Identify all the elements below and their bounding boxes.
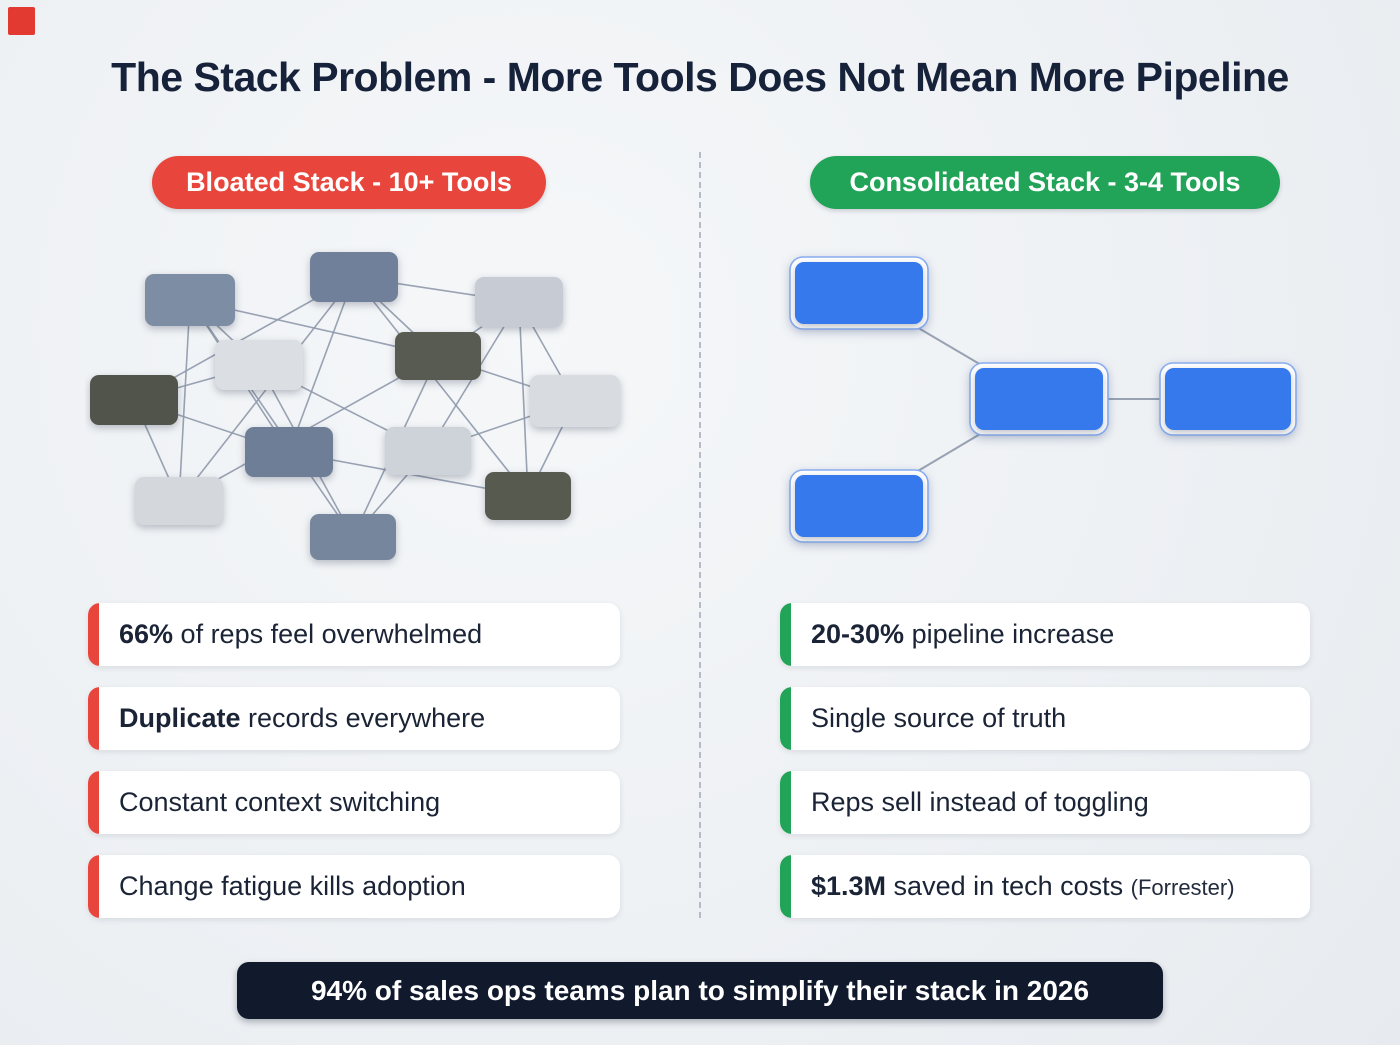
red-accent-bar [88,855,99,918]
stat-card-change-fatigue: Change fatigue kills adoption [88,855,620,918]
green-accent-bar [780,687,791,750]
stat-text: $1.3M saved in tech costs (Forrester) [811,871,1235,901]
stat-text: Single source of truth [811,703,1067,733]
stat-text: Duplicate records everywhere [119,703,486,733]
stat-text: 20-30% pipeline increase [811,619,1115,649]
red-accent-bar [88,687,99,750]
stat-text: 66% of reps feel overwhelmed [119,619,483,649]
bloated-network-diagram [90,252,620,560]
stat-card-context-switching: Constant context switching [88,771,620,834]
stat-text: Constant context switching [119,787,441,817]
page-title: The Stack Problem - More Tools Does Not … [111,54,1289,100]
footer-banner: 94% of sales ops teams plan to simplify … [237,962,1163,1019]
stat-card-tech-savings: $1.3M saved in tech costs (Forrester) [780,855,1310,918]
green-accent-bar [780,603,791,666]
stat-card-overwhelmed: 66% of reps feel overwhelmed [88,603,620,666]
red-accent-bar [88,603,99,666]
consolidated-network-diagram [789,256,1297,543]
red-accent-bar [88,771,99,834]
corner-marker [8,7,35,35]
stat-card-single-source: Single source of truth [780,687,1310,750]
green-accent-bar [780,771,791,834]
stat-card-duplicates: Duplicate records everywhere [88,687,620,750]
consolidated-stack-badge: Consolidated Stack - 3-4 Tools [810,156,1280,209]
green-accent-bar [780,855,791,918]
stat-text: Reps sell instead of toggling [811,787,1149,817]
stat-card-pipeline-increase: 20-30% pipeline increase [780,603,1310,666]
bloated-stack-badge: Bloated Stack - 10+ Tools [152,156,546,209]
stat-card-reps-sell: Reps sell instead of toggling [780,771,1310,834]
stat-text: Change fatigue kills adoption [119,871,466,901]
column-divider [699,152,701,918]
